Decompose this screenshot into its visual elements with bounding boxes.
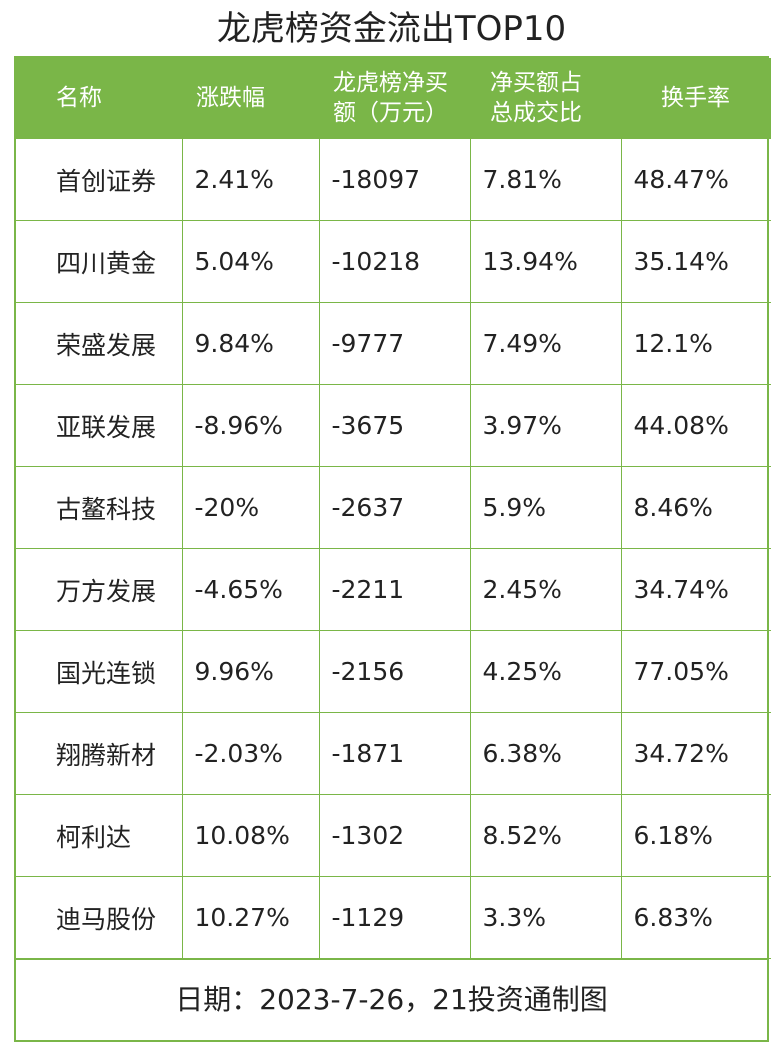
- table-body: 首创证券 2.41% -18097 7.81% 48.47% 四川黄金 5.04% -1021…: [16, 138, 771, 959]
- table-cell: -20%: [181, 466, 320, 549]
- table-row: 四川黄金 5.04% -10218 13.94% 35.14%: [16, 220, 771, 303]
- table-row: 荣盛发展 9.84% -9777 7.49% 12.1%: [16, 302, 771, 385]
- table-cell: 77.05%: [620, 630, 771, 713]
- table-cell: 8.46%: [620, 466, 771, 549]
- table-frame: 名称 涨跌幅 龙虎榜净买额（万元） 净买额占总成交比 换手率 首创证券 2.41% -180…: [14, 56, 771, 1042]
- stock-name: 万方发展: [16, 548, 183, 631]
- table-cell: 5.04%: [181, 220, 320, 303]
- table-cell: 8.52%: [469, 794, 622, 877]
- table-cell: 7.49%: [469, 302, 622, 385]
- header-text: 净买额占总成交比: [490, 70, 582, 126]
- table-row: 翔腾新材 -2.03% -1871 6.38% 34.72%: [16, 712, 771, 795]
- table-cell: 6.38%: [469, 712, 622, 795]
- table-cell: -2211: [318, 548, 471, 631]
- table-cell: 34.74%: [620, 548, 771, 631]
- header-text: 名称: [56, 85, 102, 111]
- table-row: 亚联发展 -8.96% -3675 3.97% 44.08%: [16, 384, 771, 467]
- table-cell: -1129: [318, 876, 471, 959]
- table-cell: 10.27%: [181, 876, 320, 959]
- table-cell: -3675: [318, 384, 471, 467]
- table-row: 国光连锁 9.96% -2156 4.25% 77.05%: [16, 630, 771, 713]
- table-cell: 3.3%: [469, 876, 622, 959]
- table-cell: -2156: [318, 630, 471, 713]
- table-cell: 13.94%: [469, 220, 622, 303]
- table-head: 名称 涨跌幅 龙虎榜净买额（万元） 净买额占总成交比 换手率: [16, 58, 771, 139]
- table-cell: 44.08%: [620, 384, 771, 467]
- table: 名称 涨跌幅 龙虎榜净买额（万元） 净买额占总成交比 换手率 首创证券 2.41% -180…: [16, 58, 771, 959]
- table-cell: -10218: [318, 220, 471, 303]
- header-cell: 龙虎榜净买额（万元）: [319, 58, 470, 139]
- table-cell: -2637: [318, 466, 471, 549]
- table-row: 柯利达 10.08% -1302 8.52% 6.18%: [16, 794, 771, 877]
- header-text: 龙虎榜净买额（万元）: [333, 70, 448, 126]
- stock-name: 荣盛发展: [16, 302, 183, 385]
- title: 龙虎榜资金流出TOP10: [216, 9, 567, 49]
- stock-name: 国光连锁: [16, 630, 183, 713]
- table-cell: -1871: [318, 712, 471, 795]
- table-cell: 7.81%: [469, 138, 622, 221]
- table-cell: 4.25%: [469, 630, 622, 713]
- header-cell: 换手率: [621, 58, 771, 139]
- table-cell: 9.84%: [181, 302, 320, 385]
- table-cell: 2.45%: [469, 548, 622, 631]
- table-cell: -4.65%: [181, 548, 320, 631]
- table-row: 首创证券 2.41% -18097 7.81% 48.47%: [16, 138, 771, 221]
- header-cell: 名称: [16, 58, 182, 139]
- table-cell: 48.47%: [620, 138, 771, 221]
- stock-name: 迪马股份: [16, 876, 183, 959]
- table-cell: 3.97%: [469, 384, 622, 467]
- table-cell: 12.1%: [620, 302, 771, 385]
- table-row: 迪马股份 10.27% -1129 3.3% 6.83%: [16, 876, 771, 959]
- table-cell: 34.72%: [620, 712, 771, 795]
- table-cell: 10.08%: [181, 794, 320, 877]
- stock-name: 柯利达: [16, 794, 183, 877]
- table-cell: -18097: [318, 138, 471, 221]
- stock-name: 翔腾新材: [16, 712, 183, 795]
- table-cell: -1302: [318, 794, 471, 877]
- stock-name: 首创证券: [16, 138, 183, 221]
- header-cell: 涨跌幅: [182, 58, 319, 139]
- table-cell: 35.14%: [620, 220, 771, 303]
- table-cell: 9.96%: [181, 630, 320, 713]
- table-row: 万方发展 -4.65% -2211 2.45% 34.74%: [16, 548, 771, 631]
- footer: 日期：2023-7-26，21投资通制图: [16, 959, 767, 1040]
- table-cell: 6.83%: [620, 876, 771, 959]
- table-cell: 5.9%: [469, 466, 622, 549]
- stock-name: 古鳌科技: [16, 466, 183, 549]
- header-text: 换手率: [661, 85, 730, 111]
- header-row: 名称 涨跌幅 龙虎榜净买额（万元） 净买额占总成交比 换手率: [16, 58, 771, 139]
- header-cell: 净买额占总成交比: [470, 58, 621, 139]
- table-cell: -2.03%: [181, 712, 320, 795]
- table-cell: -9777: [318, 302, 471, 385]
- header-text: 涨跌幅: [196, 85, 265, 111]
- stock-name: 四川黄金: [16, 220, 183, 303]
- table-cell: 2.41%: [181, 138, 320, 221]
- stock-name: 亚联发展: [16, 384, 183, 467]
- table-row: 古鳌科技 -20% -2637 5.9% 8.46%: [16, 466, 771, 549]
- table-cell: -8.96%: [181, 384, 320, 467]
- table-cell: 6.18%: [620, 794, 771, 877]
